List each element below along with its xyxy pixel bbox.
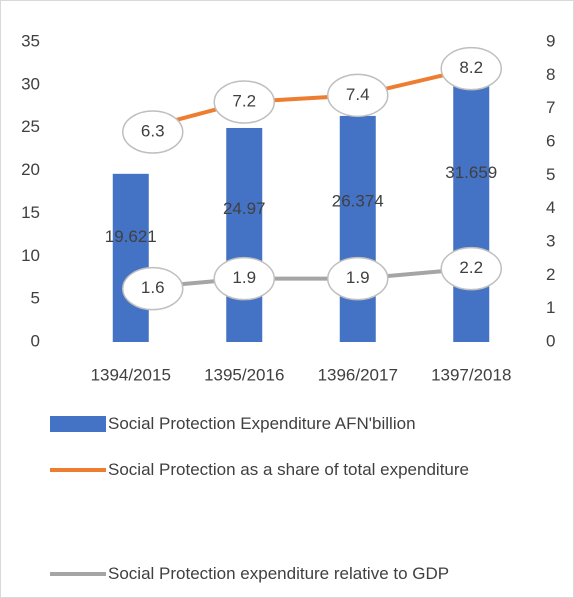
bar <box>453 70 490 342</box>
data-label: 1.9 <box>232 268 256 287</box>
y-tick-label: 30 <box>21 74 40 93</box>
data-label: 2.2 <box>459 258 483 277</box>
y-tick-label: 20 <box>21 160 40 179</box>
data-label: 19.621 <box>105 227 157 246</box>
data-label-bubble <box>213 256 275 301</box>
y2-tick-label: 2 <box>546 265 555 284</box>
legend-label: Social Protection Expenditure AFN'billio… <box>108 414 416 433</box>
data-label: 8.2 <box>459 58 483 77</box>
y2-tick-label: 5 <box>546 165 555 184</box>
y-tick-label: 5 <box>31 289 40 308</box>
y2-tick-label: 4 <box>546 198 555 217</box>
bar <box>339 115 376 343</box>
bar <box>226 127 263 342</box>
data-label-bubble <box>327 73 389 118</box>
y-tick-label: 35 <box>21 31 40 50</box>
data-label: 7.2 <box>232 91 256 110</box>
data-label: 24.97 <box>223 199 266 218</box>
line <box>130 66 472 134</box>
x-tick-label: 1396/2017 <box>318 365 398 384</box>
y-tick-label: 10 <box>21 246 40 265</box>
y-tick-label: 0 <box>31 331 40 350</box>
data-label-bubble <box>440 246 502 291</box>
y2-tick-label: 6 <box>546 131 555 150</box>
data-label-bubble <box>327 256 389 301</box>
data-label-bubble <box>213 80 275 124</box>
data-label: 1.9 <box>346 268 370 287</box>
legend-label: Social Protection expenditure relative t… <box>108 564 450 583</box>
bar <box>112 173 149 342</box>
data-label: 7.4 <box>346 85 370 104</box>
x-tick-label: 1397/2018 <box>431 365 511 384</box>
data-label: 26.374 <box>332 191 384 210</box>
legend-swatch <box>50 416 106 432</box>
data-label-bubble <box>122 266 184 311</box>
y2-tick-label: 8 <box>546 65 555 84</box>
y2-tick-label: 9 <box>546 31 555 50</box>
y-tick-label: 25 <box>21 117 40 136</box>
y-tick-label: 15 <box>21 203 40 222</box>
y2-tick-label: 3 <box>546 231 555 250</box>
data-label: 31.659 <box>445 163 497 182</box>
data-label: 1.6 <box>141 278 165 297</box>
data-label-bubble <box>122 110 184 154</box>
line <box>130 266 472 291</box>
data-label: 6.3 <box>141 121 165 140</box>
x-tick-label: 1395/2016 <box>204 365 284 384</box>
y2-tick-label: 7 <box>546 98 555 117</box>
y2-tick-label: 0 <box>546 331 555 350</box>
y2-tick-label: 1 <box>546 298 555 317</box>
x-tick-label: 1394/2015 <box>91 365 171 384</box>
legend-label: Social Protection as a share of total ex… <box>108 460 469 479</box>
data-label-bubble <box>440 46 502 91</box>
